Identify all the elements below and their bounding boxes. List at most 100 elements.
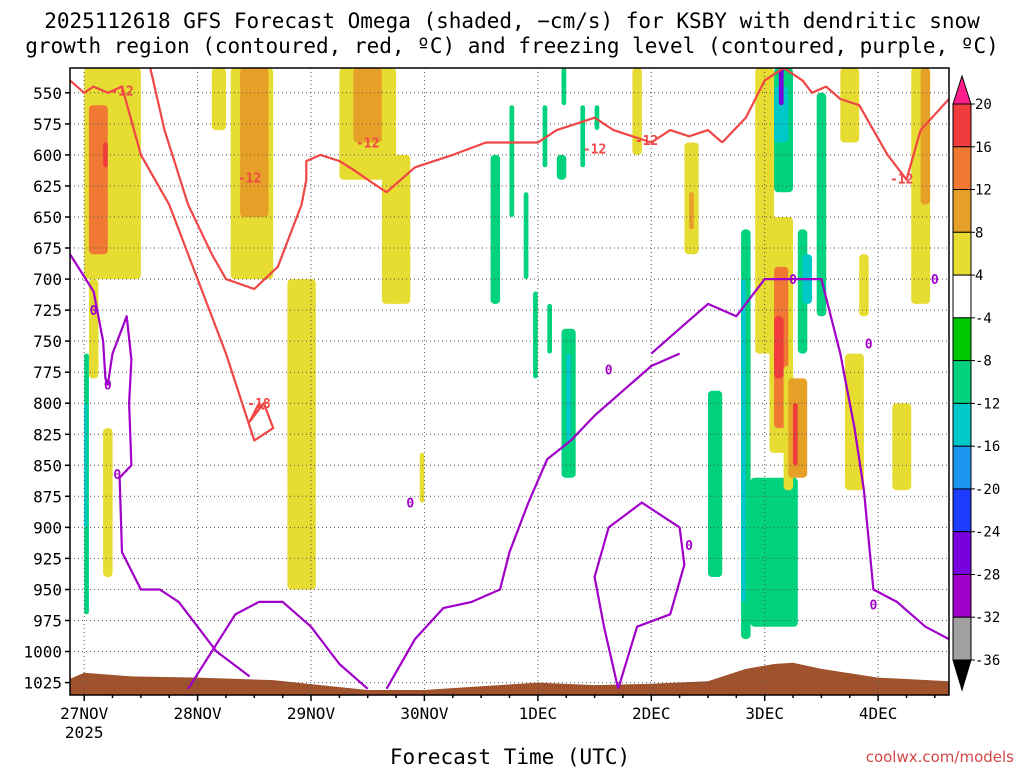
y-tick-label: 1025 [23, 674, 62, 693]
freezing-contours [70, 253, 949, 690]
freezing-contour-label: 0 [869, 598, 877, 613]
y-tick-label: 750 [33, 332, 62, 351]
omega-region [103, 428, 113, 578]
omega-region [689, 192, 694, 230]
dgz-contour-line [149, 68, 369, 291]
colorbar-box [952, 231, 972, 276]
y-tick-label: 850 [33, 456, 62, 475]
freezing-contour-label: 0 [865, 338, 873, 353]
colorbar-label: 12 [975, 183, 992, 199]
x-tick-label: 3DEC [745, 704, 784, 723]
omega-region [490, 154, 501, 304]
y-tick-label: 775 [33, 363, 62, 382]
freezing-contour-label: 0 [406, 497, 414, 512]
y-tick-label: 700 [33, 270, 62, 289]
y-tick-label: 1000 [23, 643, 62, 662]
freezing-contour-line [187, 600, 369, 690]
x-tick-label: 27NOV [60, 704, 109, 723]
dgz-contour-label: -12 [110, 84, 133, 99]
omega-region [523, 192, 529, 280]
colorbar-label: -4 [975, 311, 992, 327]
omega-region [580, 105, 586, 168]
omega-region [287, 279, 316, 590]
y-tick-label: 975 [33, 612, 62, 631]
colorbar-box [952, 360, 972, 404]
terrain-area [70, 662, 949, 695]
omega-region [211, 68, 226, 131]
omega-region [788, 378, 808, 478]
omega-region [556, 154, 567, 180]
x-axis: 27NOV 28NOV 29NOV 30NOV 1DEC 2DEC 3DEC 4DEC 2025 [60, 695, 936, 742]
colorbar-bottom-triangle [952, 659, 972, 692]
omega-region [240, 68, 269, 217]
y-tick-label: 900 [33, 518, 62, 537]
credit-text: coolwx.com/models [866, 748, 1014, 766]
y-tick-label: 875 [33, 487, 62, 506]
omega-region [566, 353, 571, 441]
colorbar-box [952, 317, 972, 362]
omega-region [509, 105, 515, 217]
omega-region [561, 68, 567, 106]
y-tick-label: 925 [33, 549, 62, 568]
colorbar-box [952, 274, 972, 319]
colorbar-label: 8 [975, 225, 983, 241]
dgz-contour-label: -12 [238, 171, 261, 186]
y-tick-label: 550 [33, 84, 62, 103]
colorbar-box [952, 531, 972, 576]
omega-region [755, 68, 775, 354]
y-tick-label: 625 [33, 177, 62, 196]
title-line-2: growth region (contoured, red, ºC) and f… [25, 34, 999, 58]
freezing-contour-label: 0 [605, 364, 613, 379]
freezing-contour-label: 0 [931, 273, 939, 288]
dgz-contour-label: -12 [635, 134, 658, 149]
terrain-fill [70, 662, 949, 695]
x-tick-label: 1DEC [519, 704, 558, 723]
omega-region [353, 68, 382, 143]
omega-region [632, 68, 642, 155]
colorbar-label: -8 [975, 354, 992, 370]
freezing-contour-line [70, 253, 251, 678]
dgz-contours [70, 68, 949, 442]
x-tick-label: 28NOV [174, 704, 223, 723]
omega-region [103, 142, 108, 168]
omega-region [547, 303, 552, 354]
dgz-contour-label: -12 [356, 137, 379, 152]
colorbar-box [952, 488, 972, 533]
colorbar-label: -20 [975, 482, 1000, 498]
y-tick-label: 825 [33, 425, 62, 444]
dgz-contour-label: -18 [247, 397, 271, 412]
colorbar-label: 16 [975, 140, 992, 156]
colorbar-box [952, 574, 972, 618]
omega-region [774, 316, 784, 379]
x-tick-label: 29NOV [287, 704, 336, 723]
freezing-contour-label: 0 [685, 539, 693, 554]
omega-region [750, 477, 798, 627]
dgz-contour-line [721, 68, 949, 181]
omega-region [533, 291, 538, 379]
omega-region [892, 403, 912, 491]
omega-region [774, 86, 789, 143]
colorbar-label: -32 [975, 610, 1000, 626]
y-tick-label: 575 [33, 115, 62, 134]
x-axis-title: Forecast Time (UTC) [390, 745, 630, 768]
dgz-contour-line [70, 79, 275, 442]
dgz-contour-line [367, 116, 723, 194]
dgz-contour-label: -12 [890, 173, 913, 188]
dgz-contour-label: -12 [583, 143, 606, 158]
omega-region [306, 403, 311, 491]
omega-region [88, 105, 108, 255]
colorbar-label: -28 [975, 568, 1000, 584]
freezing-contour-label: 0 [90, 304, 98, 319]
grid-lines [70, 68, 949, 695]
freezing-contour-label: 0 [113, 468, 121, 483]
y-tick-label: 650 [33, 208, 62, 227]
colorbar-label: -12 [975, 396, 1000, 412]
omega-region [859, 254, 869, 317]
y-tick-label: 675 [33, 239, 62, 258]
freezing-contour-line [650, 278, 949, 641]
x-tick-label: 4DEC [859, 704, 898, 723]
colorbar-label: -16 [975, 439, 1000, 455]
omega-region [920, 68, 931, 205]
colorbar-box [952, 103, 972, 148]
